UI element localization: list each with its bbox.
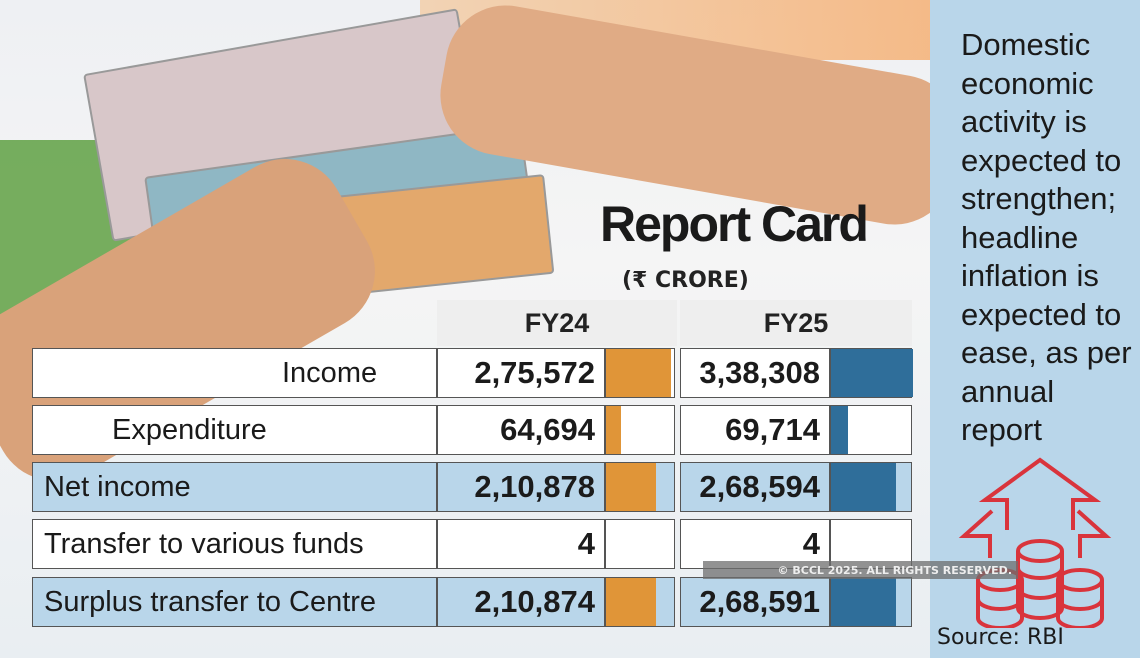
table-row: Surplus transfer to Centre 2,10,874 2,68… <box>32 577 912 627</box>
fy24-value-cell <box>437 462 605 512</box>
fy24-value: 64,694 <box>500 412 595 447</box>
fy24-bar <box>606 349 671 397</box>
fy24-value: 2,10,878 <box>474 469 595 504</box>
unit-label: (₹ CRORE) <box>622 268 749 293</box>
fy25-value: 2,68,591 <box>699 584 820 619</box>
fy25-value-cell <box>680 462 830 512</box>
fy24-value: 2,10,874 <box>474 584 595 619</box>
source-label: Source: RBI <box>937 625 1064 650</box>
column-header-fy25: FY25 <box>680 300 912 346</box>
fy25-value: 69,714 <box>725 412 820 447</box>
fy25-bar <box>831 463 897 511</box>
label-cell <box>32 462 437 512</box>
fy25-value: 4 <box>802 526 820 561</box>
fy24-value-cell <box>437 519 605 569</box>
fy24-value: 4 <box>577 526 595 561</box>
fy24-value: 2,75,572 <box>474 355 595 390</box>
side-panel: Domestic economic activity is expected t… <box>930 0 1140 658</box>
coins-with-up-arrows-icon <box>958 457 1112 628</box>
label-cell <box>32 348 437 398</box>
report-table: FY24 FY25 Income 2,75,572 3,38,308 Expen… <box>0 300 930 658</box>
row-label: Net income <box>44 470 191 503</box>
fy24-value-cell <box>437 577 605 627</box>
fy25-bar <box>831 349 913 397</box>
copyright-watermark: © BCCL 2025. ALL RIGHTS RESERVED. <box>703 561 1018 579</box>
table-row: Transfer to various funds 4 4 <box>32 519 912 569</box>
row-label: Transfer to various funds <box>44 527 364 560</box>
fy24-value-cell <box>437 405 605 455</box>
column-header-fy24: FY24 <box>437 300 677 346</box>
label-cell <box>32 405 437 455</box>
fy24-bar <box>606 578 656 626</box>
fy25-value: 2,68,594 <box>699 469 820 504</box>
page-title: Report Card <box>600 196 869 252</box>
fy25-bar <box>831 406 848 454</box>
fy25-value-cell <box>680 577 830 627</box>
fy24-bar-cell <box>605 519 675 569</box>
fy25-value-cell <box>680 348 830 398</box>
fy24-bar <box>606 406 622 454</box>
table-row: Expenditure 64,694 69,714 <box>32 405 912 455</box>
fy24-bar <box>606 463 656 511</box>
label-cell <box>32 519 437 569</box>
fy25-value-cell <box>680 405 830 455</box>
fy25-value: 3,38,308 <box>699 355 820 390</box>
row-label: Income <box>282 356 378 389</box>
row-label: Surplus transfer to Centre <box>44 585 377 618</box>
table-row: Net income 2,10,878 2,68,594 <box>32 462 912 512</box>
label-cell <box>32 577 437 627</box>
row-label: Expenditure <box>112 413 267 446</box>
fy25-bar <box>831 578 897 626</box>
side-note: Domestic economic activity is expected t… <box>961 27 1132 447</box>
fy24-value-cell <box>437 348 605 398</box>
table-row: Income 2,75,572 3,38,308 <box>32 348 913 398</box>
